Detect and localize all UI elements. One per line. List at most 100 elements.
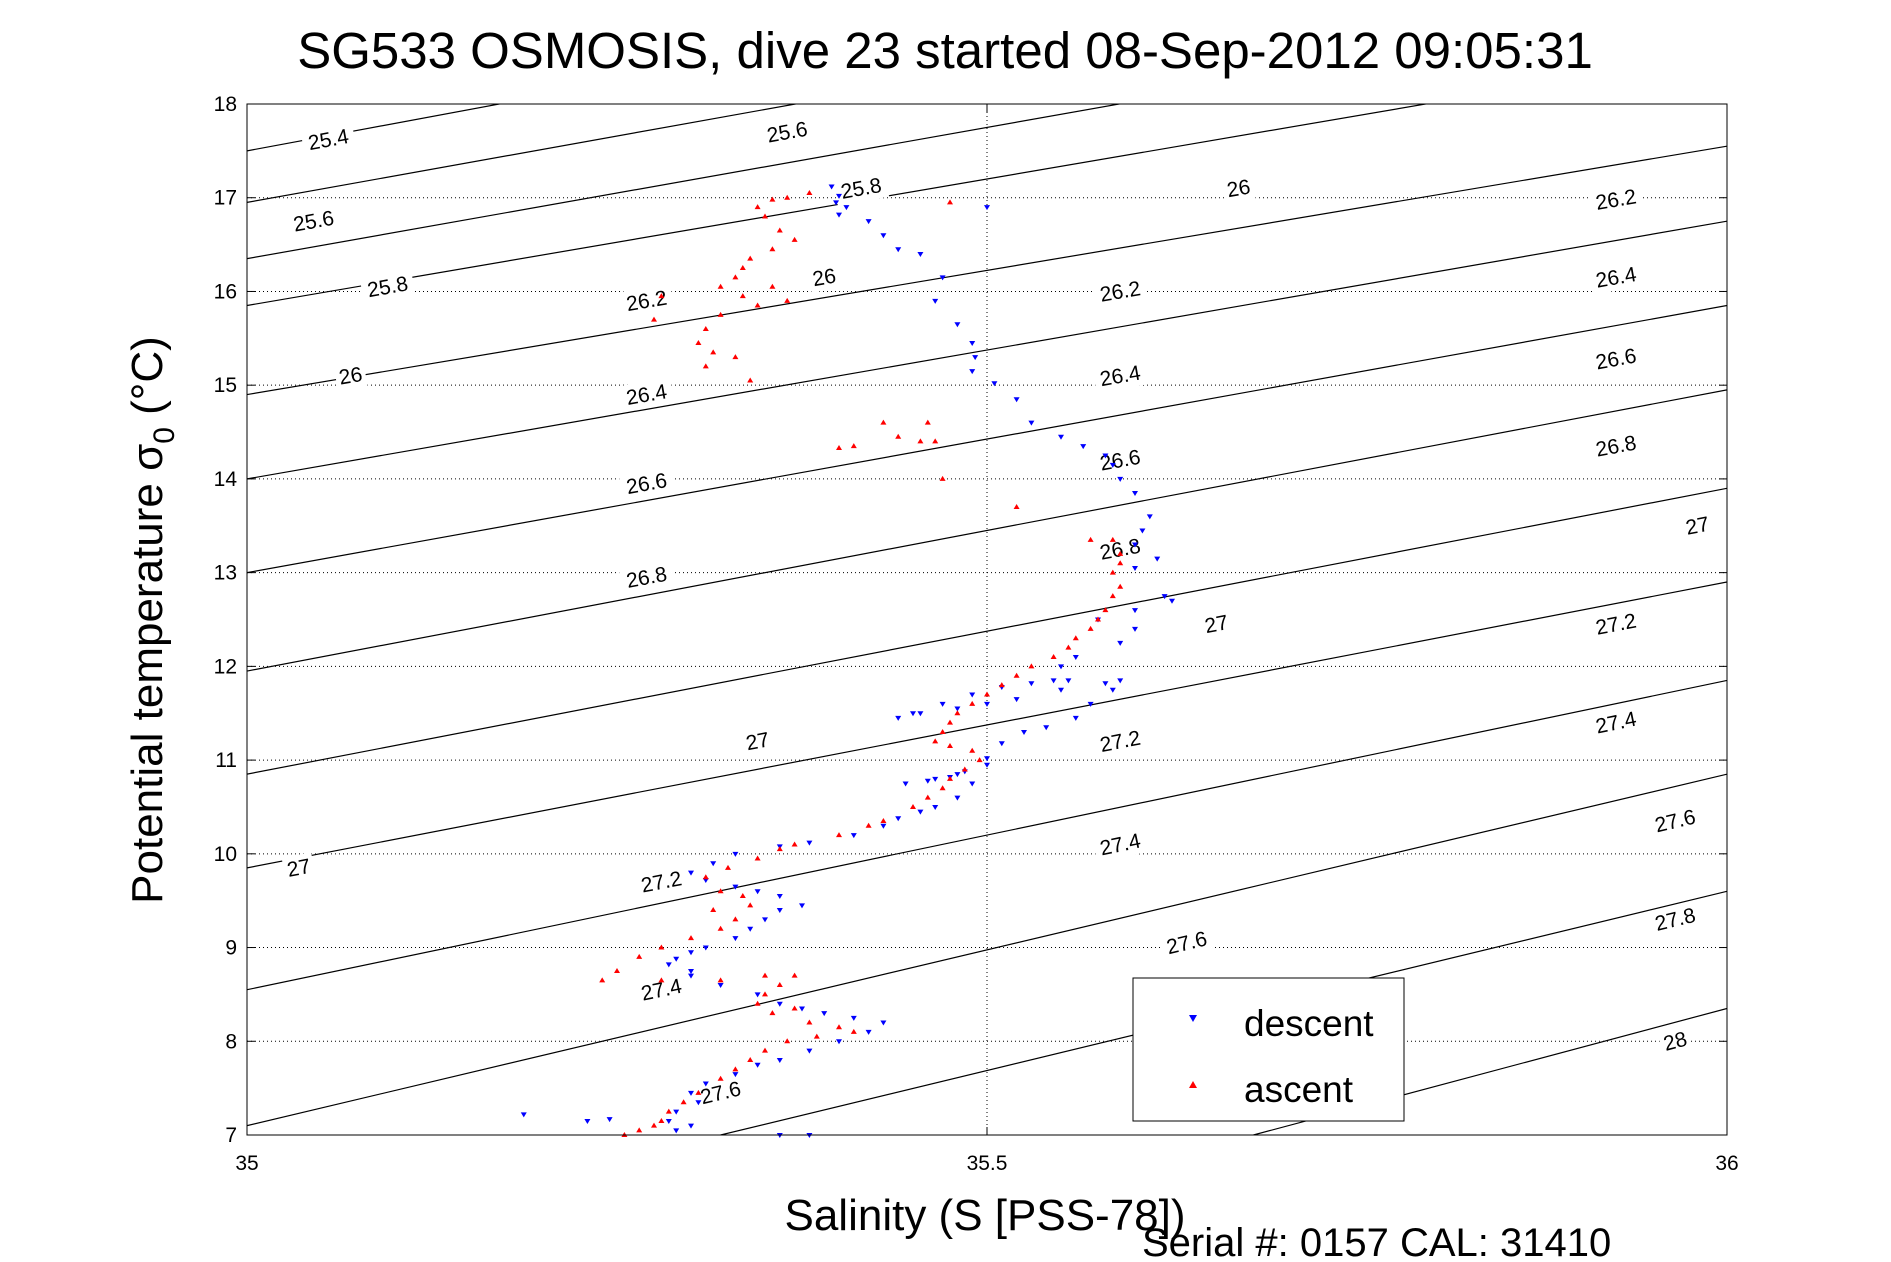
ascent-point — [880, 419, 887, 425]
contour-label-bg — [1646, 900, 1704, 939]
descent-point — [702, 945, 709, 951]
contour-label-bg — [1092, 358, 1149, 394]
ascent-point — [658, 977, 665, 983]
legend: descent ascent — [1132, 977, 1405, 1122]
ascent-point — [939, 475, 946, 481]
descent-point — [806, 1048, 813, 1054]
descent-point — [688, 1123, 694, 1129]
descent-point — [1028, 681, 1035, 687]
ascent-point — [769, 196, 776, 202]
ascent-point — [739, 265, 746, 271]
ascent-point — [939, 728, 946, 734]
ascent-point — [1072, 635, 1079, 641]
ascent-point — [658, 293, 665, 299]
ascent-point — [806, 190, 813, 196]
contour-label-text: 27.4 — [1594, 708, 1639, 739]
ascent-point — [732, 916, 739, 922]
legend-descent-marker — [1189, 1015, 1197, 1022]
x-axis: 35 35.5 36 — [235, 104, 1739, 1175]
contour-label-bg — [1199, 608, 1234, 640]
descent-point — [799, 1006, 805, 1012]
ascent-point — [1013, 504, 1020, 510]
descent-point — [895, 715, 902, 721]
ascent-point — [836, 444, 842, 450]
descent-point — [917, 251, 924, 257]
contour-label-bg — [1646, 802, 1704, 840]
density-contour-line — [247, 145, 1727, 396]
y-tick-label: 8 — [225, 1030, 237, 1053]
contour-label: 26.4 — [1588, 260, 1644, 295]
contour-label: 27 — [281, 852, 316, 884]
contour-label: 27.6 — [1646, 802, 1704, 840]
contour-label-text: 27 — [1684, 513, 1711, 540]
ascent-point — [651, 316, 657, 322]
descent-point — [1132, 565, 1138, 571]
ascent-point — [924, 419, 931, 425]
chart-title: SG533 OSMOSIS, dive 23 started 08-Sep-20… — [297, 22, 1593, 79]
contour-label-text: 26 — [337, 363, 364, 390]
descent-point — [1058, 664, 1064, 670]
ascent-point — [754, 302, 761, 308]
descent-point — [932, 298, 939, 304]
contour-label: 27.4 — [1587, 704, 1645, 741]
descent-point — [1058, 687, 1064, 693]
ascent-point — [791, 236, 798, 242]
ascent-point — [762, 972, 768, 978]
descent-point — [606, 1117, 613, 1123]
ascent-point — [836, 832, 842, 838]
contour-label-text: 26 — [1225, 176, 1252, 203]
descent-point — [1117, 640, 1124, 646]
ascent-point — [836, 1024, 842, 1030]
ascent-point — [695, 340, 702, 346]
ascent-point — [747, 255, 754, 261]
density-contour-line — [247, 104, 1123, 260]
ascent-point — [665, 1108, 672, 1114]
descent-point — [1117, 678, 1124, 684]
ascent-point — [710, 349, 717, 355]
contour-label-text: 27.4 — [1098, 829, 1143, 860]
descent-point — [754, 1062, 761, 1068]
contour-label-bg — [1092, 531, 1149, 567]
contour-label: 26 — [333, 360, 368, 392]
contour-label-bg — [1221, 173, 1256, 204]
contour-label: 27 — [740, 725, 775, 757]
ascent-point — [1109, 569, 1116, 575]
descent-point — [954, 322, 961, 328]
contour-label: 25.8 — [359, 269, 416, 305]
ascent-point — [717, 283, 724, 289]
y-axis: 7 8 9 10 11 12 13 14 15 16 17 18 — [214, 93, 1727, 1147]
contour-label-text: 27.6 — [1653, 806, 1698, 838]
contour-label: 27.6 — [1158, 924, 1216, 962]
descent-point — [710, 861, 717, 867]
x-tick-label: 36 — [1715, 1152, 1738, 1175]
descent-point — [665, 962, 672, 968]
descent-point — [1102, 681, 1109, 687]
descent-point — [688, 968, 694, 974]
ascent-point — [910, 803, 916, 809]
ascent-point — [791, 841, 798, 847]
ascent-point — [947, 719, 953, 725]
descent-point — [1013, 397, 1020, 403]
ascent-point — [636, 953, 643, 959]
ascent-point — [969, 700, 976, 706]
ascent-point — [747, 377, 754, 383]
descent-point — [688, 950, 694, 956]
contour-label-bg — [618, 283, 675, 318]
y-tick-label: 7 — [225, 1124, 237, 1147]
density-contours: 25.4 25.6 25.6 25.8 25.8 26 26 26 26.2 26.2 26.2 26… — [247, 104, 1727, 1135]
contour-label-bg — [1158, 924, 1216, 962]
contour-label-bg — [759, 114, 816, 150]
contour-label-bg — [333, 360, 368, 392]
descent-point — [850, 1015, 857, 1021]
contour-label: 25.6 — [759, 114, 816, 150]
descent-point — [984, 205, 990, 211]
y-axis-label: Potential temperature σ0 (°C) — [123, 336, 181, 904]
descent-point — [1072, 715, 1079, 721]
contour-label: 26.8 — [618, 559, 675, 595]
y-tick-label: 16 — [214, 280, 237, 303]
contour-label-bg — [1092, 826, 1149, 863]
descent-point — [1109, 687, 1116, 693]
y-tick-label: 18 — [214, 93, 237, 116]
ascent-point — [880, 818, 887, 824]
contour-label-bg — [618, 559, 675, 595]
